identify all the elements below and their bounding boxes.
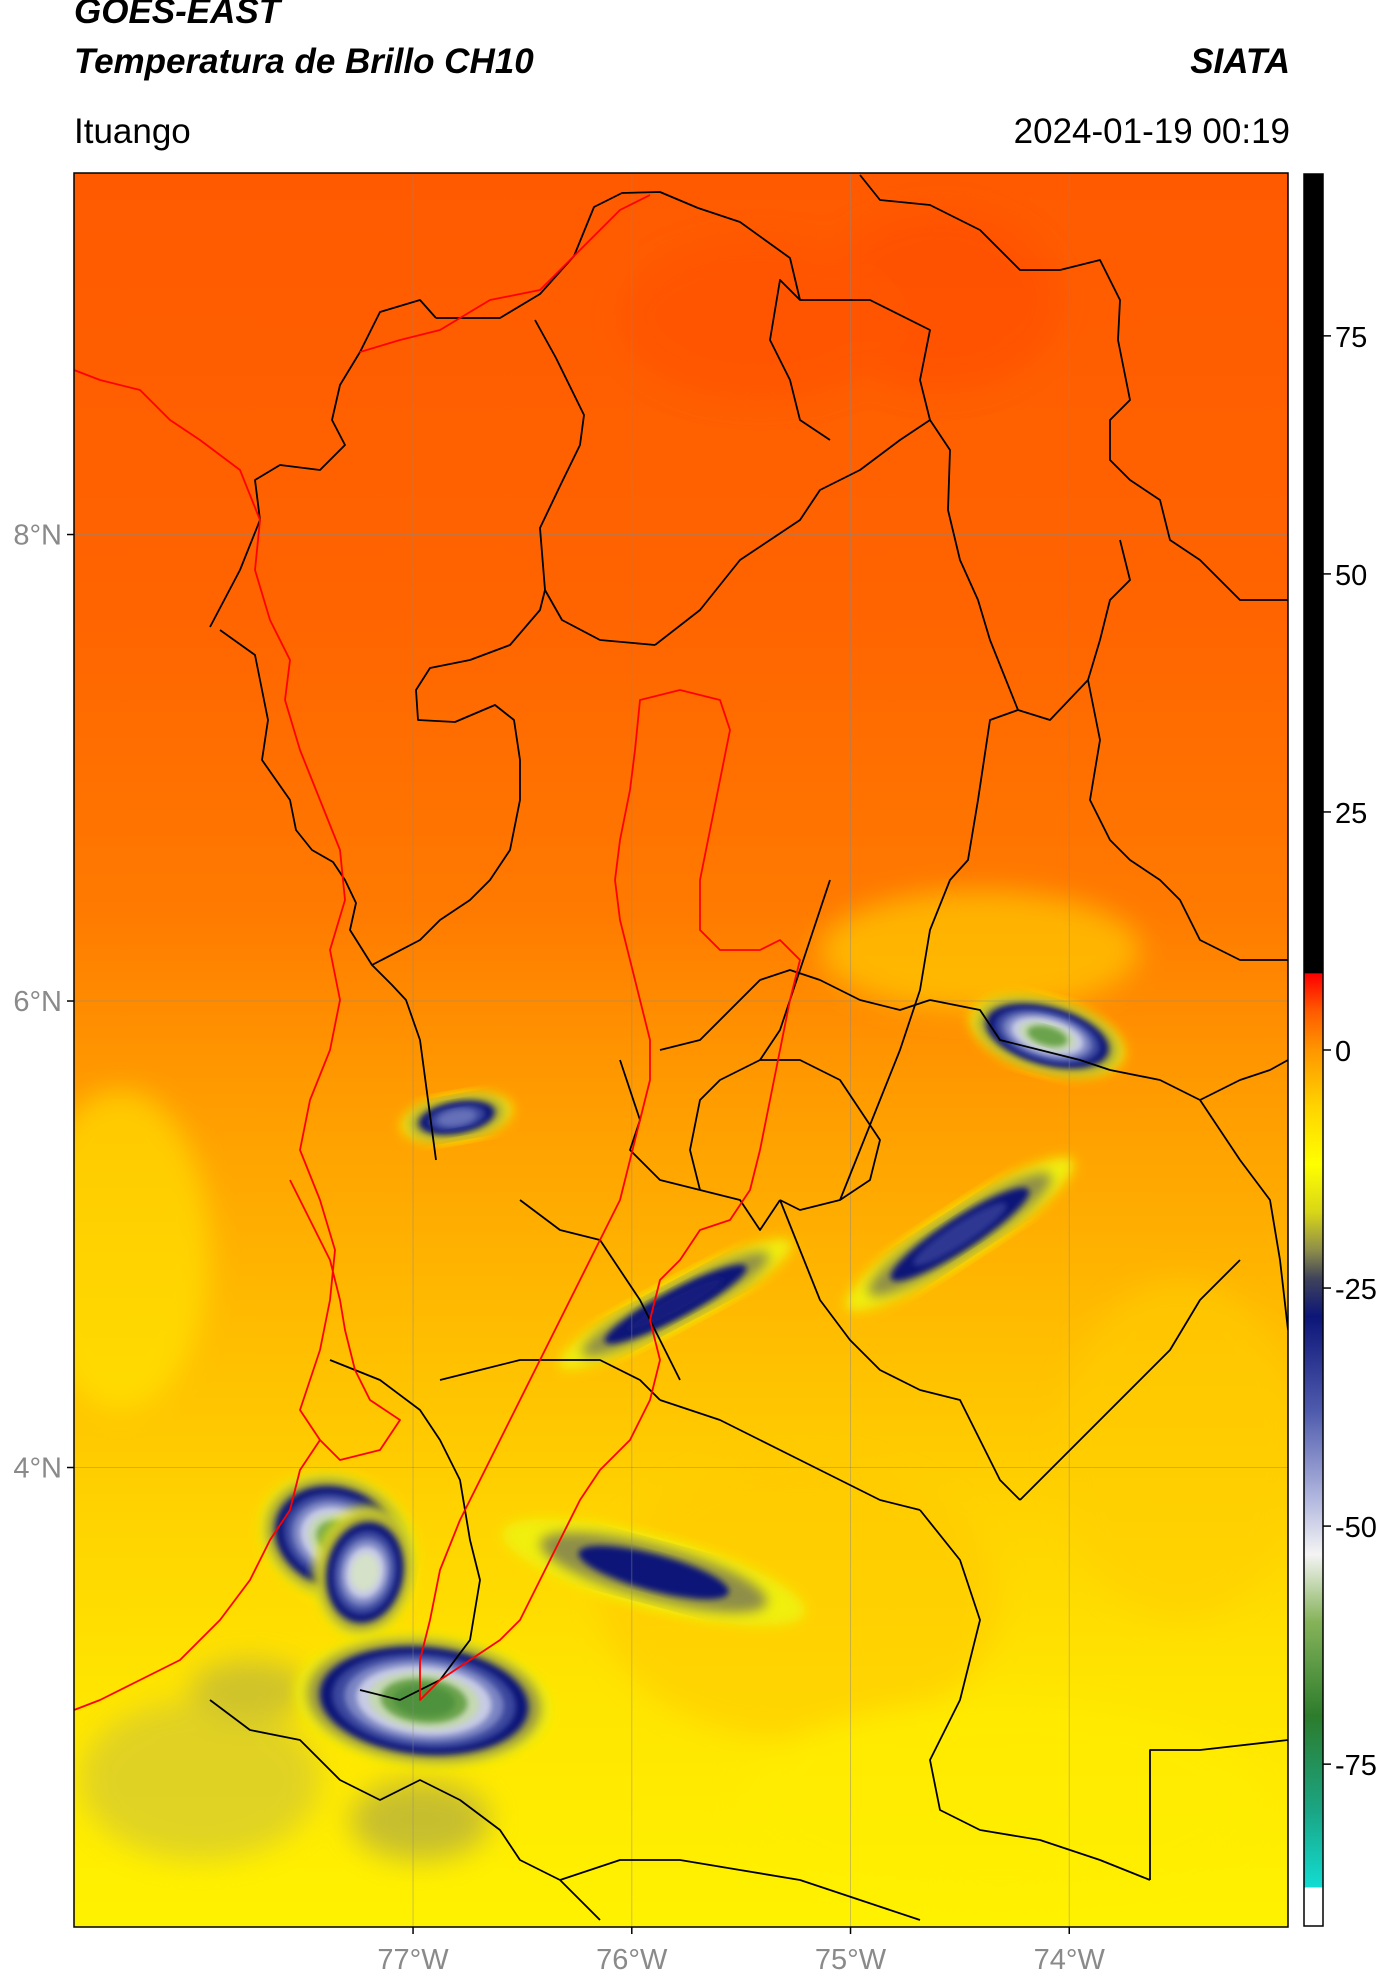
boundary-cauca-north	[439, 1359, 661, 1401]
cloud-contour	[437, 1108, 477, 1127]
colorbar-tick-label: -50	[1335, 1512, 1377, 1544]
cloud-contour	[392, 1684, 456, 1717]
boundary-guaviare	[1149, 1739, 1288, 1880]
boundary-boyaca	[1087, 679, 1288, 961]
organization-label: SIATA	[1190, 42, 1290, 81]
coordinate-grid	[74, 173, 1288, 1927]
ituango-region-outline	[419, 689, 801, 1701]
satellite-label: GOES-EAST	[74, 0, 281, 31]
cloud-caldas	[558, 1238, 793, 1370]
lon-tick-label: 74°W	[1034, 1944, 1106, 1976]
cloud-contour	[350, 1553, 380, 1591]
cloud-contour	[913, 1202, 1007, 1266]
boundary-antioquia-west	[219, 629, 437, 1161]
cloud-buenaventura-south	[314, 1506, 415, 1639]
lat-tick-label: 6°N	[13, 986, 62, 1018]
cloud-valle	[501, 1518, 806, 1627]
boundary-eje-cafetero	[759, 879, 831, 1061]
colorbar-tick-label: 75	[1335, 322, 1367, 354]
boundary-nariño	[209, 1699, 601, 1921]
lat-tick-label: 8°N	[13, 520, 62, 552]
temperature-texture	[74, 210, 1288, 1900]
map-frame	[73, 172, 1289, 1928]
boundary-cordoba	[436, 191, 801, 319]
boundary-putumayo	[559, 1859, 921, 1921]
lon-tick-label: 76°W	[596, 1944, 668, 1976]
coastline-pacific-caribbean	[74, 369, 401, 1461]
boundary-bolivar	[654, 279, 931, 646]
cloud-cundinamarca	[845, 1157, 1075, 1312]
colorbar-tick-label: -25	[1335, 1274, 1377, 1306]
coastline-caribbean	[359, 194, 651, 353]
highlight-boundaries	[74, 194, 801, 1711]
cloud-systems	[259, 995, 1125, 1768]
map-panel	[74, 173, 1288, 1927]
boundary-caqueta	[919, 1509, 1151, 1881]
colorbar-tick-label: 0	[1335, 1036, 1351, 1068]
boundary-caldas	[659, 969, 931, 1051]
colorbar-fill	[1304, 174, 1323, 1926]
admin-boundaries	[209, 174, 1288, 1921]
colorbar-tick-label: 25	[1335, 798, 1367, 830]
lon-tick-label: 75°W	[815, 1944, 887, 1976]
coastline-south	[74, 1439, 321, 1711]
boundary-antioquia-north	[371, 589, 546, 966]
lon-tick-label: 77°W	[377, 1944, 449, 1976]
cloud-tumaco-offshore	[295, 1634, 553, 1768]
boundary-interior-west	[519, 1199, 681, 1381]
boundary-cauca-valle	[659, 1399, 921, 1511]
boundary-tolima	[779, 1199, 1021, 1501]
boundary-huila	[1019, 1259, 1241, 1501]
datetime-label: 2024-01-19 00:19	[1013, 112, 1290, 151]
cloud-contour	[627, 1277, 724, 1331]
colorbar: 75 50 25 0 -25 -50 -75	[1303, 173, 1377, 1927]
boundary-sucre	[534, 319, 656, 646]
boundary-magdalena-river	[839, 709, 1019, 1201]
colorbar-tick-label: -75	[1335, 1750, 1377, 1782]
colorbar-tick-label: 50	[1335, 560, 1367, 592]
location-label: Ituango	[74, 112, 191, 151]
boundary-valle-coast	[329, 1359, 481, 1701]
boundary-quindio	[689, 1059, 881, 1211]
axis-tick-labels: 77°W 76°W 75°W 74°W 4°N 6°N 8°N	[13, 520, 1105, 1976]
product-title: Temperatura de Brillo CH10	[74, 42, 534, 81]
cloud-contour	[1027, 1025, 1068, 1047]
boundary-meta	[1199, 1059, 1288, 1101]
cloud-boyaca	[970, 995, 1125, 1077]
lat-tick-label: 4°N	[13, 1453, 62, 1485]
colorbar-ticks: 75 50 25 0 -25 -50 -75	[1323, 322, 1377, 1782]
boundary-cesar	[859, 174, 1288, 601]
cloud-contour	[578, 1545, 729, 1600]
boundary-cundinamarca	[929, 999, 1288, 1331]
